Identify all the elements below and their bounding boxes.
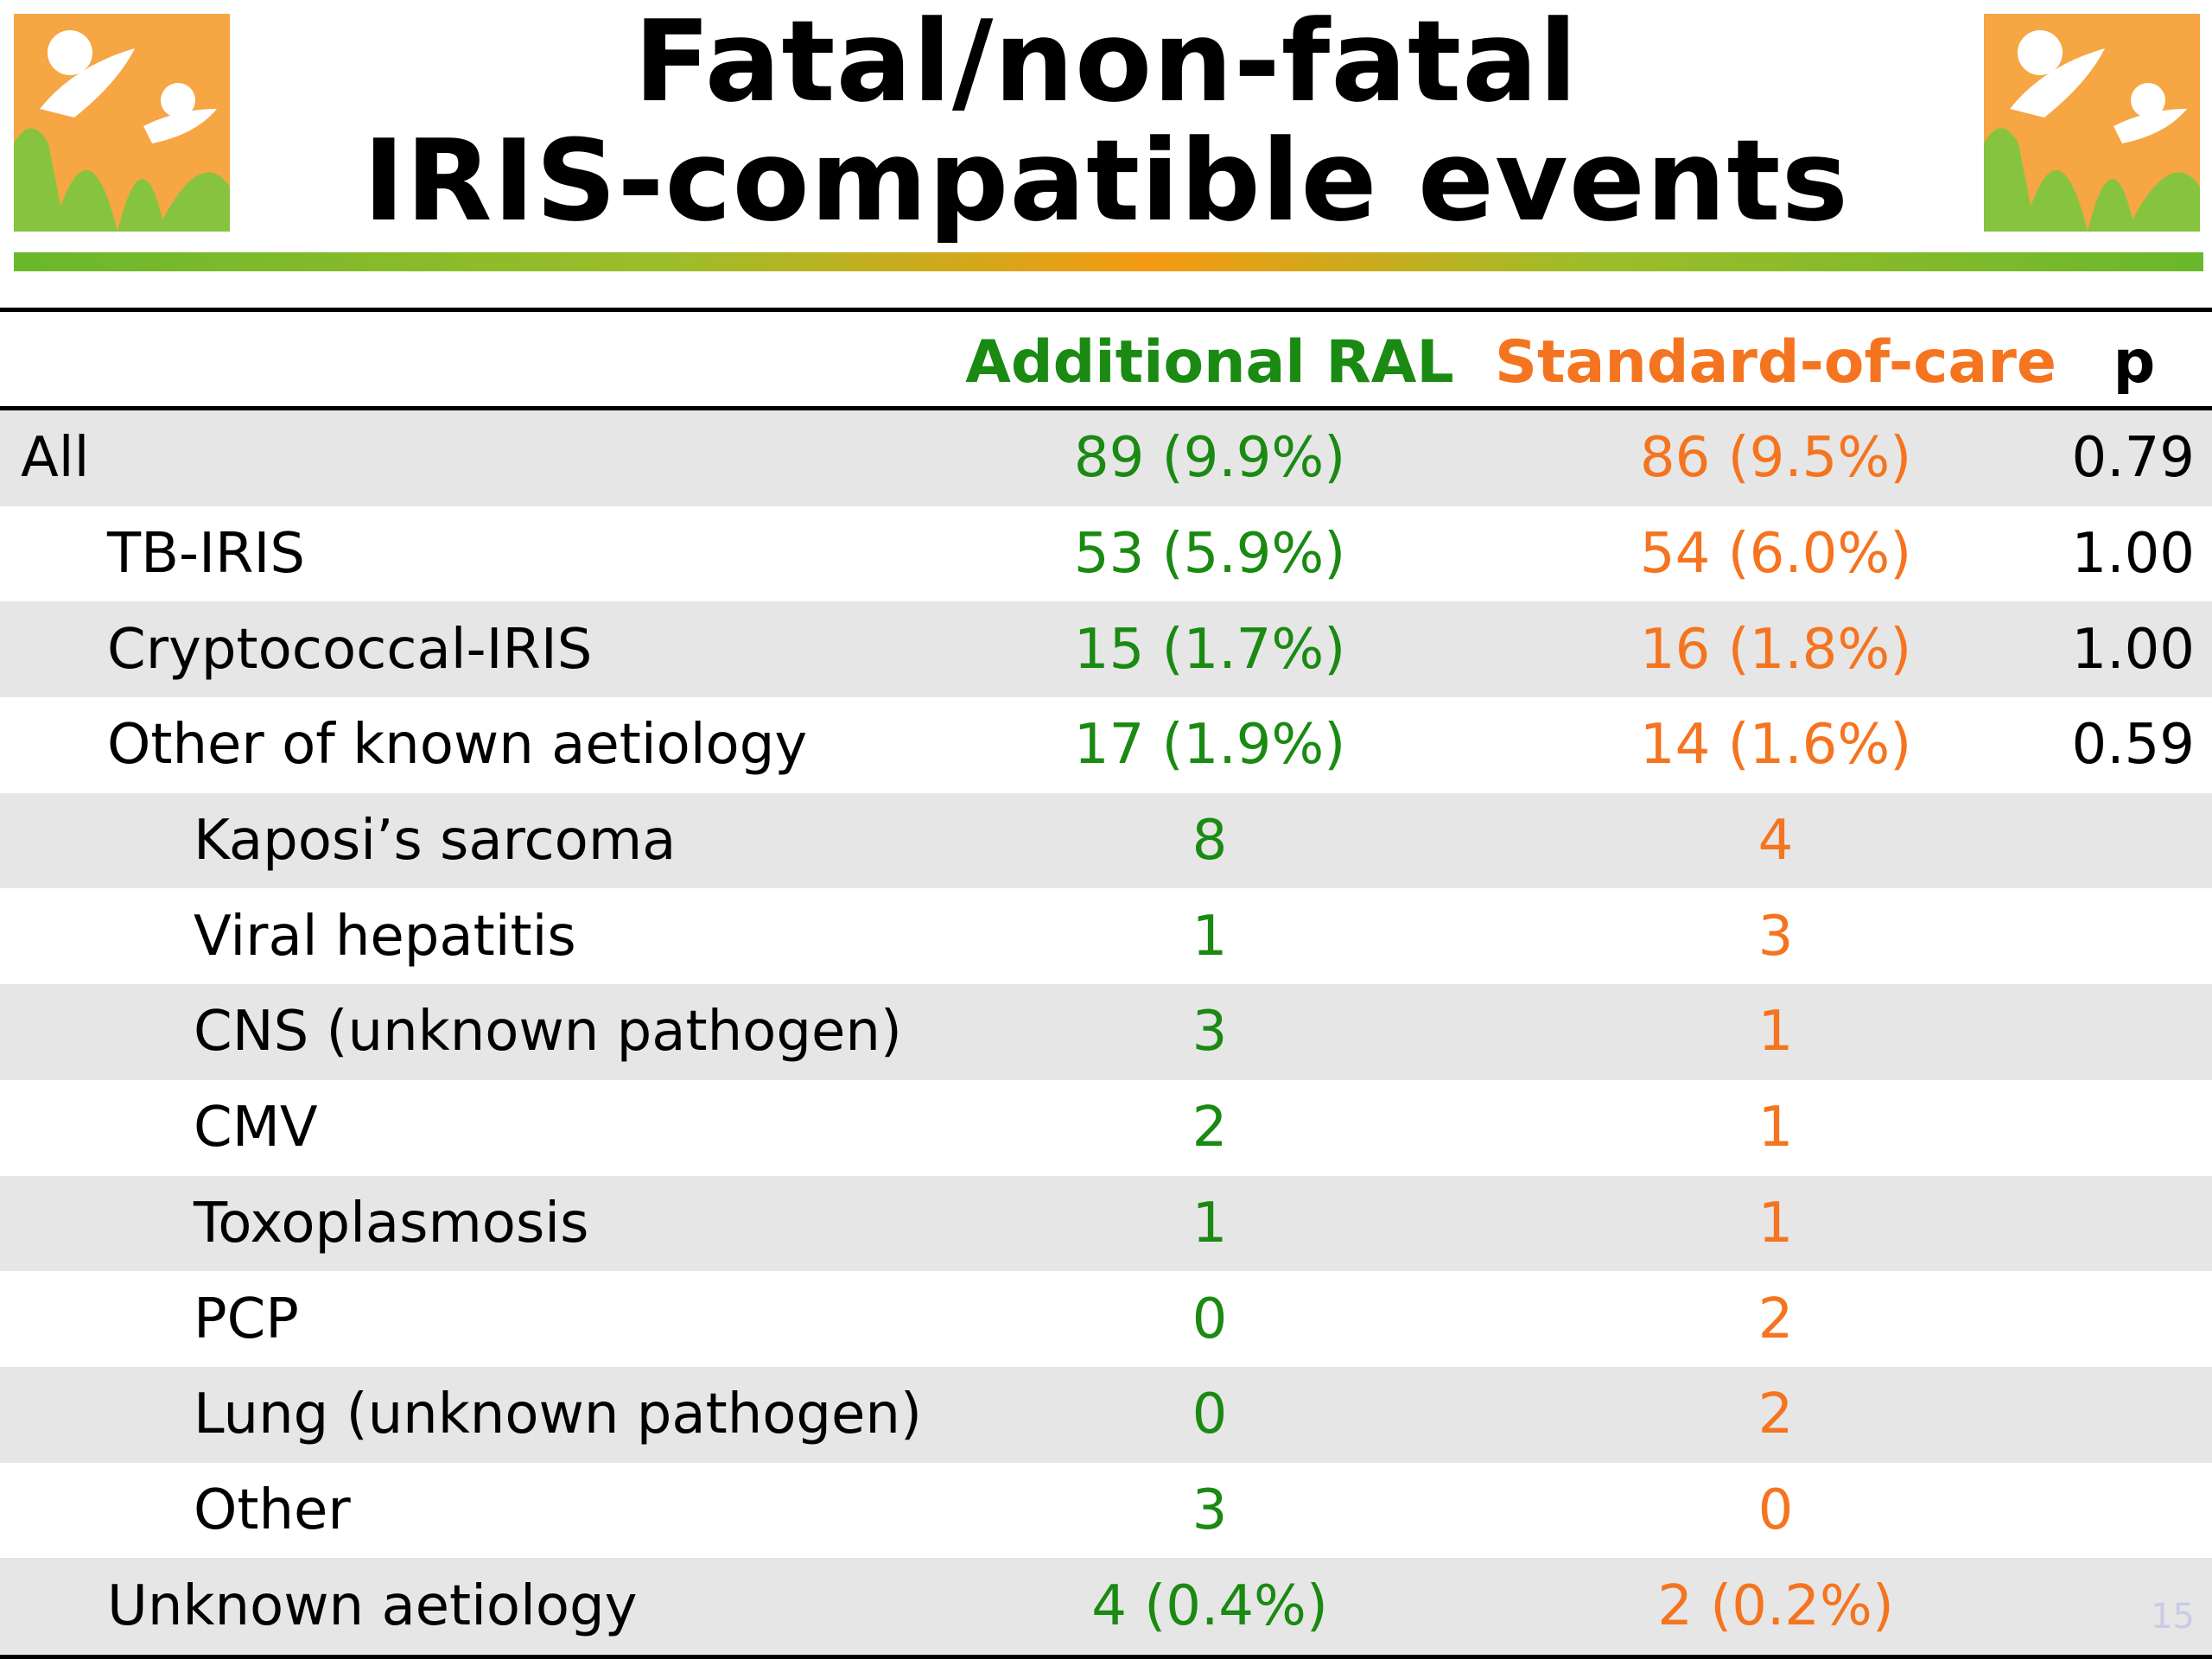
table-header-row: Additional RAL Standard-of-care p (0, 312, 2212, 407)
table-row: TB-IRIS 53 (5.9%) 54 (6.0%) 1.00 (0, 506, 2212, 602)
soc-value: 3 (1758, 904, 1794, 969)
p-value: 0.59 (2071, 713, 2196, 778)
title-gradient-bar (14, 252, 2203, 271)
soc-value: 54 (6.0%) (1639, 522, 1912, 587)
table-row: Other of known aetiology 17 (1.9%) 14 (1… (0, 697, 2212, 793)
table-row: CNS (unknown pathogen) 3 1 (0, 984, 2212, 1080)
p-value: 1.00 (2071, 522, 2196, 587)
p-value (2056, 888, 2195, 984)
ral-value: 2 (1192, 1096, 1228, 1160)
table-row: CMV 2 1 (0, 1080, 2212, 1176)
soc-value: 86 (9.5%) (1639, 426, 1912, 491)
header-rule (0, 406, 2212, 410)
ral-value: 89 (9.9%) (1073, 426, 1346, 491)
ral-value: 1 (1192, 904, 1228, 969)
soc-value: 16 (1.8%) (1639, 617, 1912, 682)
row-label: CMV (194, 1096, 318, 1160)
header-p: p (2113, 328, 2156, 397)
p-value (2056, 1176, 2195, 1272)
table-row: Lung (unknown pathogen) 0 2 (0, 1366, 2212, 1463)
p-value (2056, 1080, 2195, 1176)
row-label: Other (194, 1478, 351, 1542)
table-row: Toxoplasmosis 1 1 (0, 1175, 2212, 1272)
table-row: Unknown aetiology 4 (0.4%) 2 (0.2%) (0, 1558, 2212, 1654)
soc-value: 1 (1758, 1096, 1794, 1160)
logo-left (14, 14, 230, 232)
table-row: All 89 (9.9%) 86 (9.5%) 0.79 (0, 410, 2212, 506)
soc-value: 0 (1758, 1478, 1794, 1542)
p-value (2056, 984, 2195, 1080)
row-label: CNS (unknown pathogen) (194, 1000, 902, 1065)
p-value: 1.00 (2071, 617, 2196, 682)
ral-value: 15 (1.7%) (1073, 617, 1346, 682)
title-line-1: Fatal/non-fatal (633, 0, 1579, 127)
row-label: Lung (unknown pathogen) (194, 1382, 922, 1447)
table-bottom-rule (0, 1655, 2212, 1659)
logo-right (1984, 14, 2200, 232)
header-ral: Additional RAL (965, 328, 1454, 397)
table-row: Viral hepatitis 1 3 (0, 888, 2212, 984)
table-top-rule (0, 308, 2212, 312)
table-row: PCP 0 2 (0, 1271, 2212, 1367)
ral-value: 0 (1192, 1287, 1228, 1351)
row-label: TB-IRIS (107, 522, 305, 587)
header-soc: Standard-of-care (1495, 328, 2056, 397)
soc-value: 2 (0.2%) (1657, 1573, 1894, 1638)
soc-value: 14 (1.6%) (1639, 713, 1912, 778)
p-value (2056, 1463, 2195, 1559)
ral-value: 0 (1192, 1382, 1228, 1447)
ral-value: 17 (1.9%) (1073, 713, 1346, 778)
row-label: Kaposi’s sarcoma (194, 809, 677, 874)
p-value: 0.79 (2071, 426, 2196, 491)
ral-value: 53 (5.9%) (1073, 522, 1346, 587)
ral-value: 3 (1192, 1478, 1228, 1542)
ral-value: 3 (1192, 1000, 1228, 1065)
row-label: Other of known aetiology (107, 713, 808, 778)
ral-value: 4 (0.4%) (1091, 1573, 1328, 1638)
title-line-2: IRIS-compatible events (363, 115, 1849, 246)
row-label: Viral hepatitis (194, 904, 576, 969)
page-number: 15 (2151, 1597, 2195, 1637)
soc-value: 2 (1758, 1382, 1794, 1447)
table-row: Cryptococcal-IRIS 15 (1.7%) 16 (1.8%) 1.… (0, 601, 2212, 698)
table-row: Kaposi’s sarcoma 8 4 (0, 792, 2212, 889)
p-value (2056, 1367, 2195, 1463)
table-row: Other 3 0 (0, 1463, 2212, 1559)
soc-value: 4 (1758, 809, 1794, 874)
soc-value: 1 (1758, 1000, 1794, 1065)
p-value (2056, 793, 2195, 889)
slide-title: Fatal/non-fatal IRIS-compatible events (259, 2, 1953, 240)
ral-value: 1 (1192, 1191, 1228, 1255)
ral-value: 8 (1192, 809, 1228, 874)
row-label: All (21, 426, 90, 491)
table-body: All 89 (9.9%) 86 (9.5%) 0.79 TB-IRIS 53 … (0, 410, 2212, 1654)
row-label: Unknown aetiology (107, 1573, 638, 1638)
soc-value: 2 (1758, 1287, 1794, 1351)
row-label: Toxoplasmosis (194, 1191, 589, 1255)
row-label: Cryptococcal-IRIS (107, 617, 593, 682)
soc-value: 1 (1758, 1191, 1794, 1255)
row-label: PCP (194, 1287, 299, 1351)
p-value (2056, 1271, 2195, 1367)
